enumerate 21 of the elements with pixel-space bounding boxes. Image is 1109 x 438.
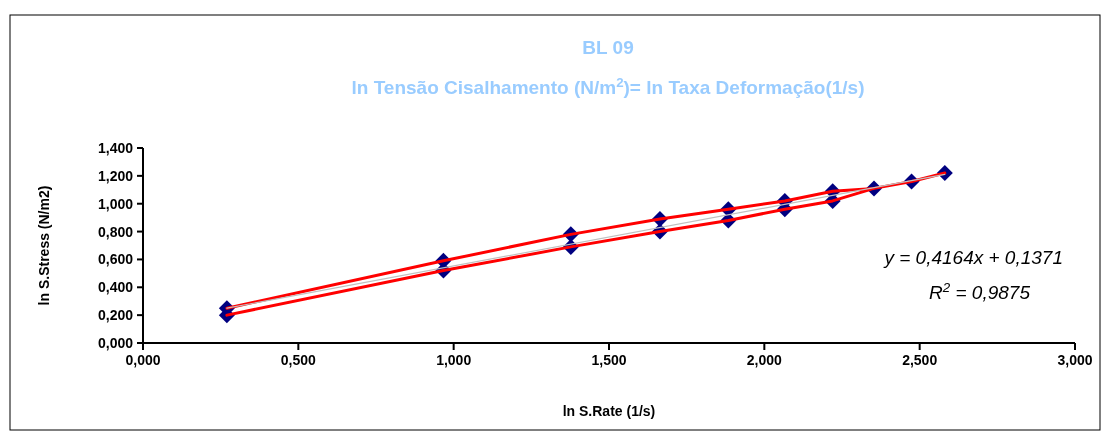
y-axis-title: ln S.Stress (N/m2) — [36, 185, 52, 306]
y-tick-label: 0,400 — [97, 279, 134, 296]
y-tick-label: 0,200 — [97, 307, 134, 324]
x-axis-title: ln S.Rate (1/s) — [562, 403, 656, 419]
y-tick-label: 1,200 — [97, 167, 134, 184]
x-tick-label: 1,000 — [436, 352, 472, 368]
x-tick-label: 2,500 — [902, 352, 938, 368]
y-tick-label: 0,000 — [97, 335, 134, 351]
x-tick-label: 3,000 — [1057, 352, 1093, 368]
y-tick-label: 1,000 — [97, 195, 134, 212]
x-tick-label: 0,500 — [280, 352, 317, 368]
chart-subtitle: ln Tensão Cisalhamento (N/m$^{2}$)= ln Taxa Deformação(1/s) — [351, 74, 865, 98]
annotation: y = 0,4164x + 0,1371 — [882, 247, 1063, 268]
chart-title: BL 09 — [582, 37, 634, 58]
y-tick-label: 0,600 — [97, 251, 134, 268]
x-tick-label: 0,000 — [125, 352, 161, 368]
annotation: R$^{2}$ = 0,9875 — [929, 279, 1031, 303]
y-tick-label: 1,400 — [97, 140, 134, 156]
x-tick-label: 2,000 — [746, 352, 783, 368]
y-tick-label: 0,800 — [97, 223, 134, 240]
x-tick-label: 1,500 — [591, 352, 627, 368]
